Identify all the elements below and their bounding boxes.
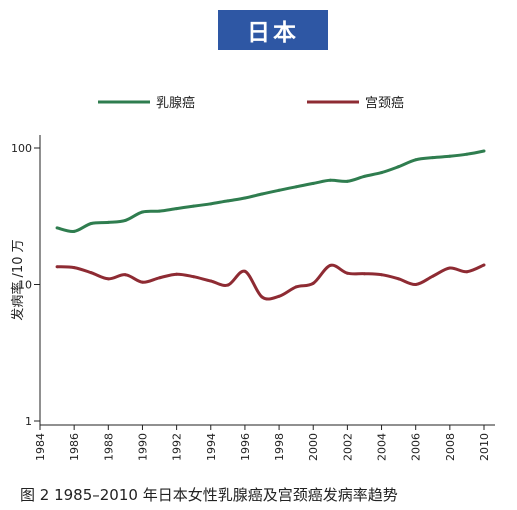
data-point bbox=[158, 276, 162, 280]
x-tick-label: 1990 bbox=[136, 433, 149, 461]
data-point bbox=[294, 185, 298, 189]
data-point bbox=[482, 149, 486, 153]
series-line-breast-cancer bbox=[56, 149, 485, 233]
data-point bbox=[328, 178, 332, 182]
data-point bbox=[106, 277, 110, 281]
data-point bbox=[277, 294, 281, 298]
data-point bbox=[414, 158, 418, 162]
data-point bbox=[397, 277, 401, 281]
data-point bbox=[380, 171, 384, 175]
data-point bbox=[123, 218, 127, 222]
data-point bbox=[294, 285, 298, 289]
legend: 乳腺癌 宫颈癌 bbox=[98, 95, 404, 111]
x-tick-label: 1984 bbox=[34, 433, 47, 461]
data-point bbox=[175, 207, 179, 211]
figure-caption: 图 2 1985–2010 年日本女性乳腺癌及宫颈癌发病率趋势 bbox=[20, 486, 398, 504]
y-axis-label: 发病率 /10 万 bbox=[10, 239, 26, 320]
data-point bbox=[465, 152, 469, 156]
legend-label-cervical-cancer: 宫颈癌 bbox=[365, 95, 404, 111]
y-tick-label: 10 bbox=[18, 279, 32, 292]
x-tick-label: 2008 bbox=[444, 433, 457, 461]
data-point bbox=[89, 221, 93, 225]
data-point bbox=[55, 265, 59, 269]
data-point bbox=[192, 204, 196, 208]
series-line-cervical-cancer bbox=[56, 263, 485, 301]
x-tick-label: 2006 bbox=[410, 433, 423, 461]
data-point bbox=[362, 174, 366, 178]
x-tick-label: 2010 bbox=[478, 433, 491, 461]
data-point bbox=[482, 263, 486, 267]
data-point bbox=[192, 275, 196, 279]
x-tick-label: 1992 bbox=[171, 433, 184, 461]
data-point bbox=[277, 188, 281, 192]
data-point bbox=[209, 279, 213, 283]
data-point bbox=[345, 271, 349, 275]
data-point bbox=[243, 196, 247, 200]
data-point bbox=[380, 273, 384, 277]
data-point bbox=[123, 273, 127, 277]
data-point bbox=[106, 220, 110, 224]
data-point bbox=[260, 192, 264, 196]
y-tick-label: 1 bbox=[25, 415, 32, 428]
data-point bbox=[158, 209, 162, 213]
x-tick-label: 1986 bbox=[68, 433, 81, 461]
x-tick-label: 2004 bbox=[376, 433, 389, 461]
data-point bbox=[175, 272, 179, 276]
data-point bbox=[55, 226, 59, 230]
legend-label-breast-cancer: 乳腺癌 bbox=[156, 95, 195, 111]
chart-title: 日本 bbox=[218, 10, 328, 50]
x-tick-label: 1996 bbox=[239, 433, 252, 461]
data-point bbox=[311, 181, 315, 185]
data-point bbox=[311, 281, 315, 285]
data-point bbox=[72, 229, 76, 233]
data-point bbox=[431, 156, 435, 160]
data-point bbox=[362, 272, 366, 276]
data-point bbox=[209, 202, 213, 206]
data-point bbox=[140, 210, 144, 214]
data-point bbox=[89, 271, 93, 275]
data-point bbox=[448, 266, 452, 270]
x-tick-label: 1998 bbox=[273, 433, 286, 461]
data-point bbox=[72, 266, 76, 270]
data-point bbox=[260, 295, 264, 299]
line-chart: 乳腺癌 宫颈癌 1984 1986 1988 1990 1992 1994 1996 1998… bbox=[10, 95, 495, 461]
data-point bbox=[140, 280, 144, 284]
data-point bbox=[226, 283, 230, 287]
data-point bbox=[448, 154, 452, 158]
x-tick-label: 1994 bbox=[205, 433, 218, 461]
data-point bbox=[431, 274, 435, 278]
data-point bbox=[328, 263, 332, 267]
data-point bbox=[465, 270, 469, 274]
data-point bbox=[397, 165, 401, 169]
x-tick-label: 2002 bbox=[341, 433, 354, 461]
y-tick-label: 100 bbox=[11, 142, 32, 155]
x-tick-label: 1988 bbox=[102, 433, 115, 461]
data-point bbox=[345, 179, 349, 183]
x-tick-label: 2000 bbox=[307, 433, 320, 461]
data-point bbox=[226, 199, 230, 203]
data-point bbox=[414, 283, 418, 286]
data-point bbox=[243, 269, 247, 273]
